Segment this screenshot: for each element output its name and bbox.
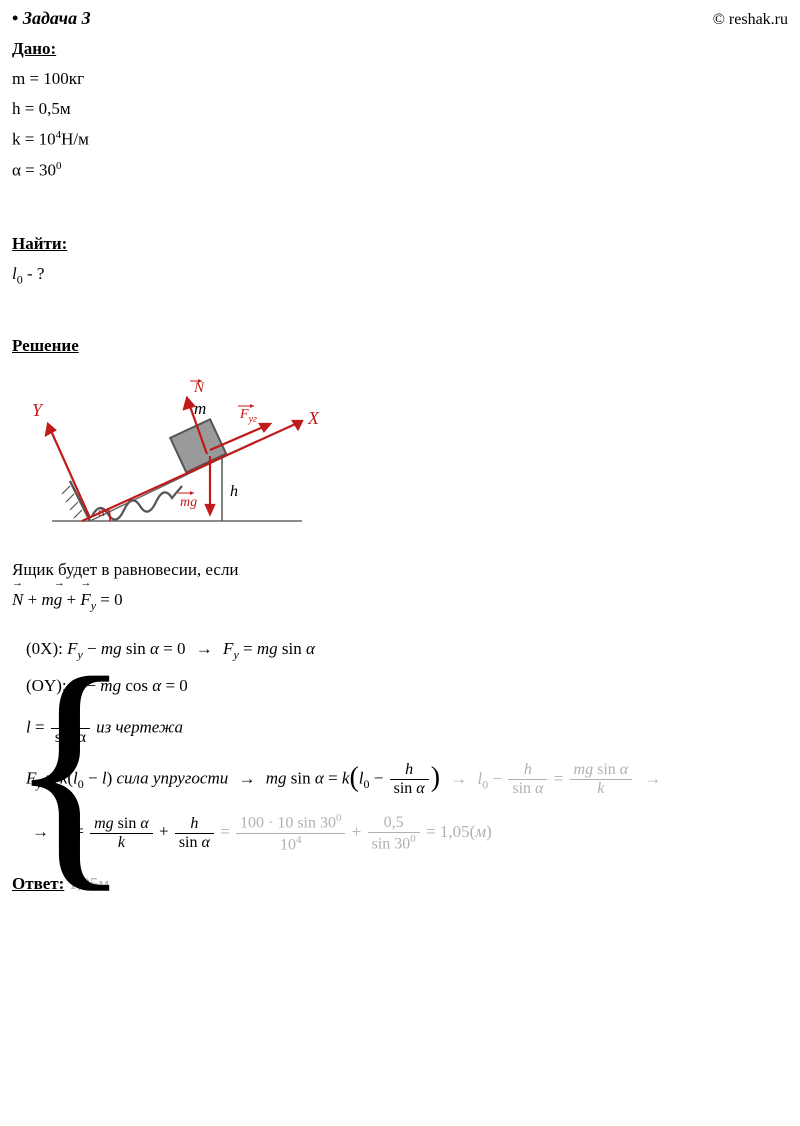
find-label: Найти: xyxy=(12,234,788,254)
eq-l: l = hsin α из чертежа xyxy=(26,710,788,747)
given-k: k = 104Н/м xyxy=(12,129,788,150)
alpha-prefix: α = 30 xyxy=(12,160,56,179)
eq-oy: (OY): N − mg cos α = 0 xyxy=(26,676,788,696)
given-m: m = 100кг xyxy=(12,69,788,89)
mg-label: mg xyxy=(180,495,197,510)
find-suffix: - ? xyxy=(23,264,45,283)
m-label: m xyxy=(194,399,206,418)
bullet: • xyxy=(12,8,23,28)
physics-diagram: h m X Y N Fуг mg α xyxy=(12,366,342,536)
equilibrium-text: Ящик будет в равновесии, если xyxy=(12,560,788,580)
given-h: h = 0,5м xyxy=(12,99,788,119)
k-suffix: Н/м xyxy=(61,130,89,149)
alpha-exp: 0 xyxy=(56,160,62,172)
given-alpha: α = 300 xyxy=(12,160,788,181)
problem-title: • Задача 3 xyxy=(12,8,91,29)
eq-final: → l0 = mg sin αk + hsin α = 100 · 10 sin… xyxy=(26,812,788,854)
eq-fy: Fy = k(l0 − l) сила упругости → mg sin α… xyxy=(26,761,788,798)
k-prefix: k = 10 xyxy=(12,130,56,149)
given-label: Дано: xyxy=(12,39,788,59)
solution-label: Решение xyxy=(12,336,788,356)
h-label: h xyxy=(230,483,238,500)
f-label: Fуг xyxy=(239,407,257,425)
copyright: © reshak.ru xyxy=(713,11,788,29)
alpha-label: α xyxy=(98,505,106,520)
eq-ox: (0X): Fy − mg sin α = 0 → Fy = mg sin α xyxy=(26,639,788,662)
vector-equation: N + mg + Fy = 0 xyxy=(12,590,788,613)
equation-system: { (0X): Fy − mg sin α = 0 → Fy = mg sin … xyxy=(12,639,788,854)
fy-note: сила упругости xyxy=(117,769,229,788)
title-text: Задача 3 xyxy=(23,8,91,28)
y-label: Y xyxy=(32,400,44,420)
x-label: X xyxy=(307,408,320,428)
find-var: l0 - ? xyxy=(12,264,788,287)
